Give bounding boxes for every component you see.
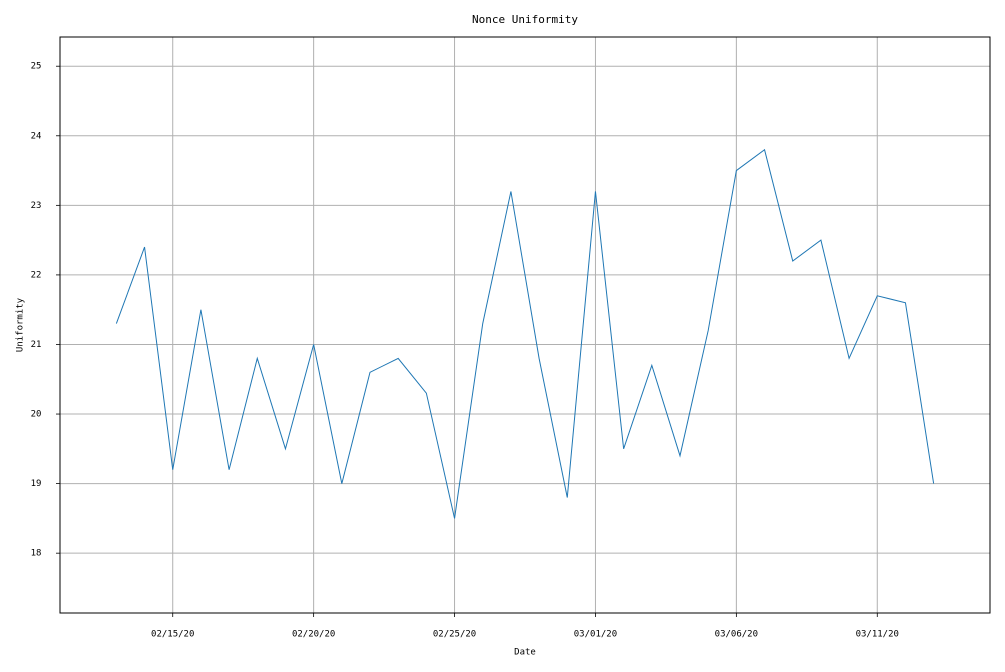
- y-axis-label: Uniformity: [16, 297, 26, 352]
- y-tick-label: 25: [31, 62, 42, 72]
- y-tick-label: 20: [31, 410, 42, 420]
- x-tick-label: 02/15/20: [151, 630, 194, 640]
- x-tick-label: 02/25/20: [433, 630, 476, 640]
- y-tick-label: 19: [31, 479, 42, 489]
- y-tick-label: 22: [31, 270, 42, 280]
- x-tick-label: 03/06/20: [715, 630, 758, 640]
- y-tick-label: 18: [31, 549, 42, 559]
- x-tick-label: 03/01/20: [574, 630, 617, 640]
- chart-title: Nonce Uniformity: [472, 13, 578, 26]
- x-tick-label: 02/20/20: [292, 630, 335, 640]
- data-line: [115, 148, 935, 519]
- y-tick-label: 23: [31, 201, 42, 211]
- x-tick-label: 03/11/20: [856, 630, 899, 640]
- plot-frame: [59, 36, 991, 614]
- y-tick-label: 24: [31, 131, 42, 141]
- y-tick-label: 21: [31, 340, 42, 350]
- x-axis-label: Date: [514, 648, 536, 658]
